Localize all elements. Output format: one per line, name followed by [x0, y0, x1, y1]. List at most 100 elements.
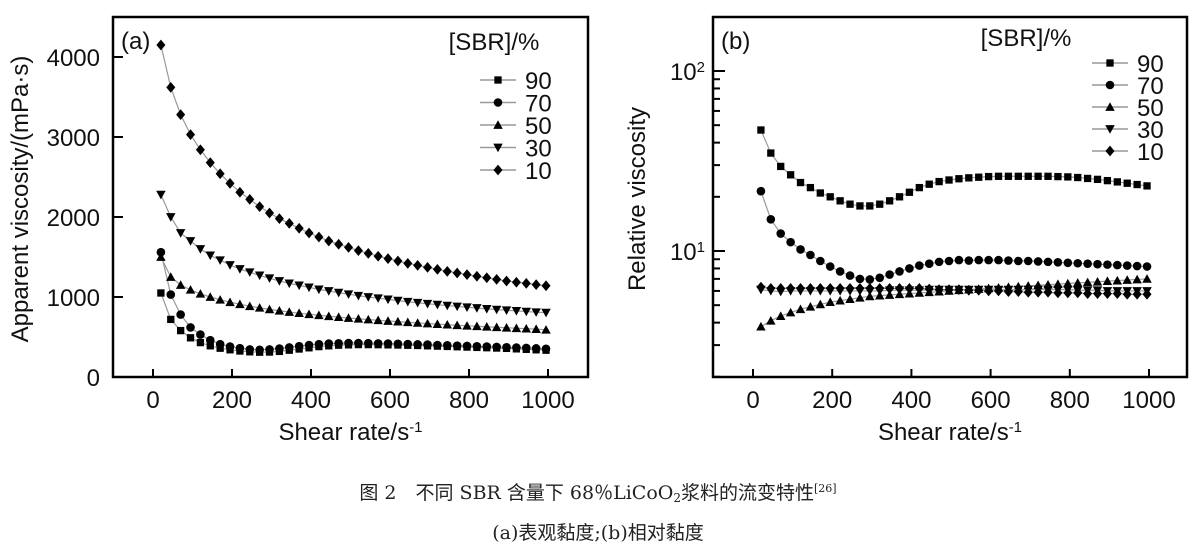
data-point	[786, 282, 796, 294]
data-point	[344, 242, 354, 253]
data-point	[1113, 260, 1122, 270]
data-point	[452, 267, 462, 279]
data-point	[865, 282, 875, 294]
data-point	[1142, 274, 1152, 283]
x-axis-label: Shear rate/s-1	[878, 419, 1022, 447]
data-point	[964, 256, 974, 265]
data-point	[756, 281, 766, 293]
data-point	[344, 338, 353, 348]
data-point	[835, 282, 845, 294]
x-tick-label: 400	[291, 387, 331, 414]
series-line	[760, 278, 1148, 328]
data-point	[423, 340, 432, 349]
data-point	[254, 271, 265, 281]
data-point	[1142, 288, 1152, 300]
x-tick-label: 600	[971, 387, 1011, 414]
data-point	[245, 268, 255, 277]
series-10	[756, 281, 1152, 300]
data-point	[333, 288, 344, 298]
data-point	[264, 274, 275, 283]
data-point	[462, 303, 472, 312]
data-point	[955, 175, 963, 183]
data-point	[1053, 287, 1063, 299]
data-point	[265, 345, 274, 354]
data-point	[373, 294, 383, 303]
data-point	[531, 279, 541, 290]
data-point	[284, 343, 294, 352]
data-point	[314, 231, 324, 243]
data-point	[235, 299, 245, 309]
data-point	[274, 306, 285, 315]
data-point	[373, 250, 383, 262]
data-point	[383, 339, 393, 348]
data-point	[294, 308, 304, 318]
data-point	[1054, 172, 1062, 181]
data-point	[1023, 256, 1033, 266]
data-point	[472, 321, 482, 331]
data-point	[994, 172, 1003, 180]
data-point	[215, 295, 225, 304]
legend-label: 30	[525, 136, 552, 163]
data-point	[175, 280, 186, 289]
data-point	[1112, 288, 1122, 299]
figure-caption: 图 2 不同 SBR 含量下 68％LiCoO2浆料的流变特性[26]	[0, 478, 1196, 505]
data-point	[176, 310, 185, 319]
data-point	[393, 316, 403, 326]
data-point	[363, 338, 373, 348]
data-point	[432, 264, 442, 275]
data-point	[324, 235, 334, 247]
y-tick-label: 1000	[47, 285, 100, 312]
data-point	[294, 222, 304, 234]
data-point	[502, 342, 511, 352]
data-point	[157, 289, 165, 297]
legend-label: 50	[525, 113, 552, 140]
x-tick-label: 0	[746, 387, 759, 414]
data-point	[353, 245, 363, 256]
data-point	[225, 261, 235, 270]
data-point	[845, 271, 855, 280]
data-point	[413, 340, 422, 349]
data-point	[442, 301, 453, 311]
data-point	[1122, 261, 1132, 270]
data-point	[333, 312, 344, 322]
data-point	[304, 227, 314, 239]
data-point	[294, 281, 304, 291]
chart-panel-a: 0 200 400 600 800 1000 Shear rate/s-1 0 1000 2000…	[7, 15, 590, 446]
data-point	[274, 213, 284, 224]
data-point	[215, 339, 225, 349]
y-tick-label: 4000	[47, 45, 100, 72]
data-point	[954, 284, 964, 296]
data-point	[472, 304, 482, 313]
data-point	[865, 291, 875, 301]
data-point	[905, 188, 914, 196]
data-point	[766, 315, 776, 325]
x-tick-label: 0	[146, 387, 159, 414]
data-point	[895, 193, 904, 201]
data-point	[215, 256, 225, 265]
data-point	[875, 273, 885, 283]
data-point	[1083, 174, 1092, 183]
data-point	[166, 213, 176, 222]
data-point	[324, 311, 334, 321]
data-point	[1112, 275, 1123, 285]
data-point	[363, 293, 374, 302]
data-point	[875, 282, 885, 294]
data-point	[521, 343, 531, 353]
data-point	[225, 297, 235, 307]
data-point	[245, 301, 255, 311]
data-point	[1103, 176, 1112, 185]
legend-label: 90	[1137, 51, 1164, 78]
data-point	[825, 262, 835, 271]
data-point	[422, 299, 433, 309]
data-point	[1113, 178, 1121, 186]
data-point	[482, 342, 492, 351]
legend-marker	[493, 164, 503, 176]
data-point	[175, 229, 186, 238]
data-point	[413, 260, 423, 271]
x-tick-label: 1000	[521, 387, 574, 414]
y-axis-label: Relative viscosity	[624, 107, 651, 291]
data-point	[865, 275, 875, 284]
